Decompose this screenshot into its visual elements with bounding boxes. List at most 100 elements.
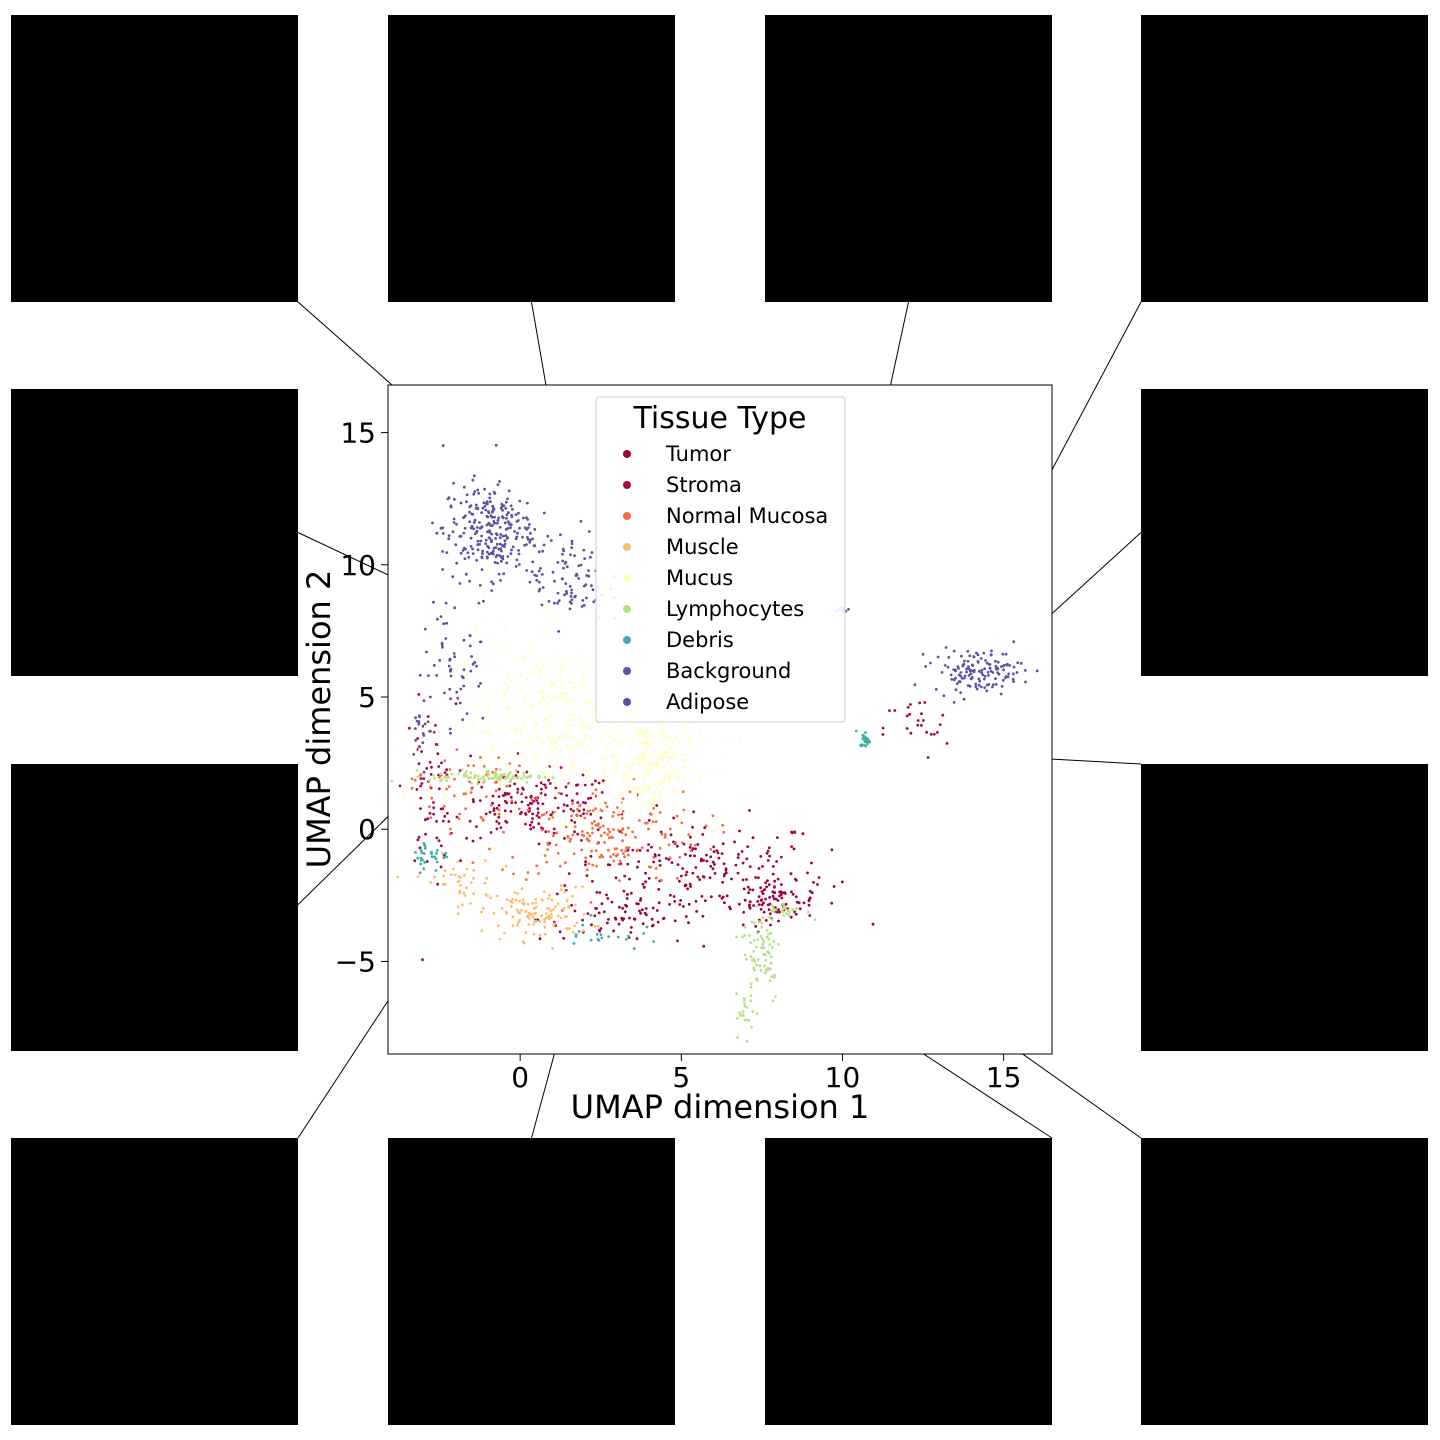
data-point [511,915,515,919]
data-point [454,543,458,547]
data-point [414,851,417,854]
data-point [436,730,440,733]
data-point [621,810,625,813]
data-point [562,936,566,940]
data-point [516,752,520,755]
data-point [472,877,475,880]
legend-label: Tumor [665,442,731,466]
data-point [673,900,677,903]
data-point [509,526,512,530]
data-point [491,770,494,774]
data-point [484,508,488,512]
data-point [694,843,697,847]
data-point [708,876,712,880]
data-point [568,749,572,753]
data-point [468,579,471,583]
data-point [472,521,476,524]
data-point [582,682,586,686]
data-point [565,590,568,593]
data-point [474,503,478,507]
data-point [432,730,436,734]
data-point [637,756,640,760]
data-point [606,921,609,925]
data-point [863,739,867,743]
data-point [521,940,525,944]
data-point [977,683,981,687]
data-point [445,768,448,772]
data-point [920,724,923,727]
data-point [611,814,615,818]
data-point [657,901,661,905]
data-point [483,780,486,784]
data-point [497,572,501,576]
data-point [488,496,492,500]
data-point [584,801,587,805]
data-point [527,744,531,747]
data-point [596,924,600,928]
data-point [616,806,619,809]
data-point [771,904,774,908]
data-point [555,892,559,896]
data-point [422,777,426,780]
data-point [952,649,956,653]
data-point [526,914,530,918]
data-point [580,848,584,852]
data-point [983,667,986,671]
data-point [972,655,976,659]
data-point [509,679,512,683]
data-point [669,833,673,837]
data-point [521,898,525,902]
data-point [680,818,683,821]
data-point [547,778,550,782]
data-point [644,880,647,884]
data-point [565,592,569,595]
data-point [985,689,989,693]
data-point [503,681,506,685]
data-point [534,665,537,669]
data-point [959,671,963,674]
data-point [526,536,529,539]
data-point [655,758,659,762]
data-point [564,658,568,662]
data-point [986,670,990,674]
data-point [535,797,538,800]
data-point [700,895,704,898]
data-point [525,516,528,520]
data-point [531,817,534,820]
data-point [676,844,679,848]
data-point [667,759,670,763]
data-point [497,812,501,816]
data-point [495,820,499,823]
data-point [581,833,584,837]
data-point [643,885,646,889]
data-point [656,764,660,768]
tile-frame [11,389,298,676]
data-point [665,738,669,742]
data-point [447,496,451,499]
data-point [968,654,972,658]
data-point [580,685,583,689]
data-point [1024,680,1027,684]
data-point [655,804,659,807]
data-point [575,783,578,787]
data-point [421,732,425,735]
data-point [470,655,473,658]
data-point [745,1006,749,1009]
data-point [542,890,546,893]
data-point [996,671,1000,675]
data-point [570,718,573,721]
data-point [560,792,563,796]
x-tick-label: 10 [825,1061,861,1094]
data-point [480,534,484,538]
tile-frame [765,1138,1052,1425]
data-point [522,771,526,775]
data-point [457,912,460,916]
data-point [806,871,809,875]
data-point [780,896,784,900]
data-point [534,911,538,915]
data-point [429,816,433,820]
data-point [543,925,547,929]
data-point [529,736,533,740]
data-point [563,734,567,737]
data-point [419,862,423,866]
